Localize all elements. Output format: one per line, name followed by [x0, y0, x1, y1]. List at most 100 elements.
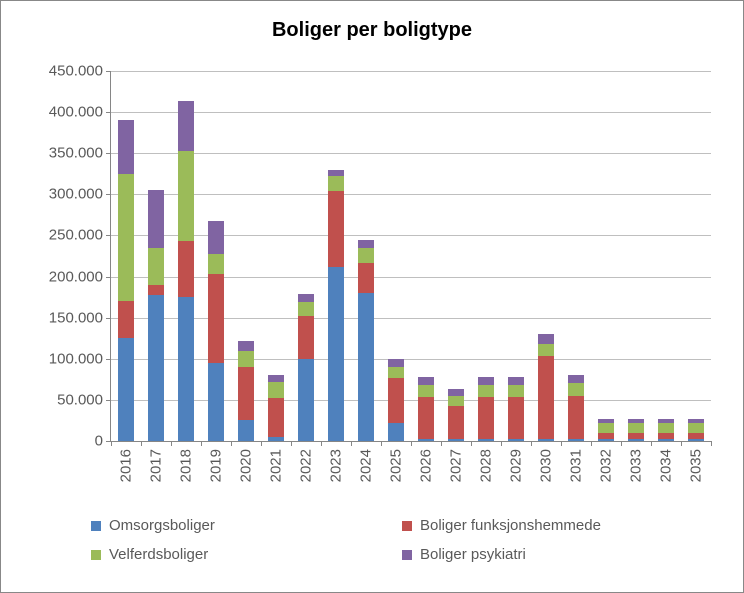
y-tick-label: 250.000 [49, 227, 103, 244]
x-tick-label: 2019 [208, 449, 225, 482]
legend-label: Omsorgsboliger [109, 517, 215, 534]
x-tick-label: 2033 [628, 449, 645, 482]
bar-segment [628, 433, 645, 440]
bar-segment [178, 101, 195, 150]
bar-segment [118, 301, 135, 338]
bar-segment [598, 433, 615, 440]
bar [238, 71, 255, 441]
bar [118, 71, 135, 441]
bar-segment [568, 375, 585, 383]
bar-segment [298, 294, 315, 302]
bar-segment [238, 367, 255, 420]
gridline [111, 235, 711, 236]
x-tick-label: 2028 [478, 449, 495, 482]
y-tick-label: 100.000 [49, 350, 103, 367]
y-tick-label: 300.000 [49, 186, 103, 203]
legend-swatch [402, 521, 412, 531]
bar-segment [418, 377, 435, 385]
bar-segment [328, 176, 345, 191]
bar-segment [688, 433, 705, 440]
x-tick-label: 2025 [388, 449, 405, 482]
plot-area: 050.000100.000150.000200.000250.000300.0… [111, 71, 711, 441]
bar-segment [268, 382, 285, 398]
bar-segment [598, 419, 615, 423]
legend-item: Boliger psykiatri [402, 546, 713, 563]
bar-segment [298, 359, 315, 441]
bar-segment [418, 397, 435, 438]
bar [268, 71, 285, 441]
bar [388, 71, 405, 441]
bar-segment [298, 316, 315, 359]
gridline [111, 194, 711, 195]
bar-segment [328, 170, 345, 177]
bar [178, 71, 195, 441]
gridline [111, 277, 711, 278]
y-tick-label: 350.000 [49, 145, 103, 162]
x-tick-label: 2030 [538, 449, 555, 482]
bar-segment [478, 397, 495, 438]
x-tick-label: 2029 [508, 449, 525, 482]
bar-segment [148, 285, 165, 296]
legend-item: Velferdsboliger [91, 546, 402, 563]
bar-segment [208, 254, 225, 275]
x-tick-label: 2022 [298, 449, 315, 482]
legend: Omsorgsboliger Boliger funksjonshemmede Ve… [1, 511, 743, 569]
bar-segment [328, 191, 345, 267]
bar [598, 71, 615, 441]
x-tick-label: 2027 [448, 449, 465, 482]
bar-segment [448, 389, 465, 396]
gridline [111, 71, 711, 72]
bar-segment [628, 419, 645, 423]
x-tick-label: 2017 [148, 449, 165, 482]
bar-segment [118, 120, 135, 173]
legend-label: Velferdsboliger [109, 546, 208, 563]
x-tick-label: 2021 [268, 449, 285, 482]
y-tick-label: 150.000 [49, 309, 103, 326]
x-axis [110, 441, 711, 442]
bar-segment [208, 363, 225, 441]
bar-segment [268, 398, 285, 437]
bar [448, 71, 465, 441]
bar-segment [328, 267, 345, 441]
bar-segment [358, 263, 375, 293]
x-tick-label: 2016 [118, 449, 135, 482]
bar-segment [148, 295, 165, 441]
x-tick-label: 2018 [178, 449, 195, 482]
bar-segment [658, 419, 675, 423]
y-tick-label: 50.000 [57, 391, 103, 408]
legend-label: Boliger funksjonshemmede [420, 517, 601, 534]
legend-swatch [402, 550, 412, 560]
gridline [111, 400, 711, 401]
bar-segment [208, 221, 225, 254]
bar-segment [508, 385, 525, 397]
bar-segment [448, 396, 465, 406]
bar-segment [298, 302, 315, 316]
bar-segment [688, 423, 705, 433]
y-tick-label: 0 [95, 433, 103, 450]
chart-container: Boliger per boligtype 050.000100.000150.… [0, 0, 744, 593]
y-tick-label: 400.000 [49, 104, 103, 121]
bar-segment [388, 359, 405, 367]
y-axis [110, 71, 111, 442]
bar [538, 71, 555, 441]
x-tick-label: 2024 [358, 449, 375, 482]
bar [418, 71, 435, 441]
bar-segment [178, 241, 195, 297]
x-tick-label: 2032 [598, 449, 615, 482]
bar-segment [568, 383, 585, 395]
bar-segment [658, 433, 675, 440]
bar-segment [418, 385, 435, 397]
bar-segment [568, 396, 585, 439]
bar-segment [688, 419, 705, 423]
bar [328, 71, 345, 441]
bar-segment [538, 356, 555, 438]
bar [478, 71, 495, 441]
bar [148, 71, 165, 441]
bar-segment [388, 423, 405, 441]
chart-title: Boliger per boligtype [1, 1, 743, 42]
bar-segment [358, 293, 375, 441]
bar-segment [508, 397, 525, 438]
x-tick-mark [711, 441, 712, 446]
bar-segment [628, 423, 645, 433]
y-tick-label: 200.000 [49, 268, 103, 285]
